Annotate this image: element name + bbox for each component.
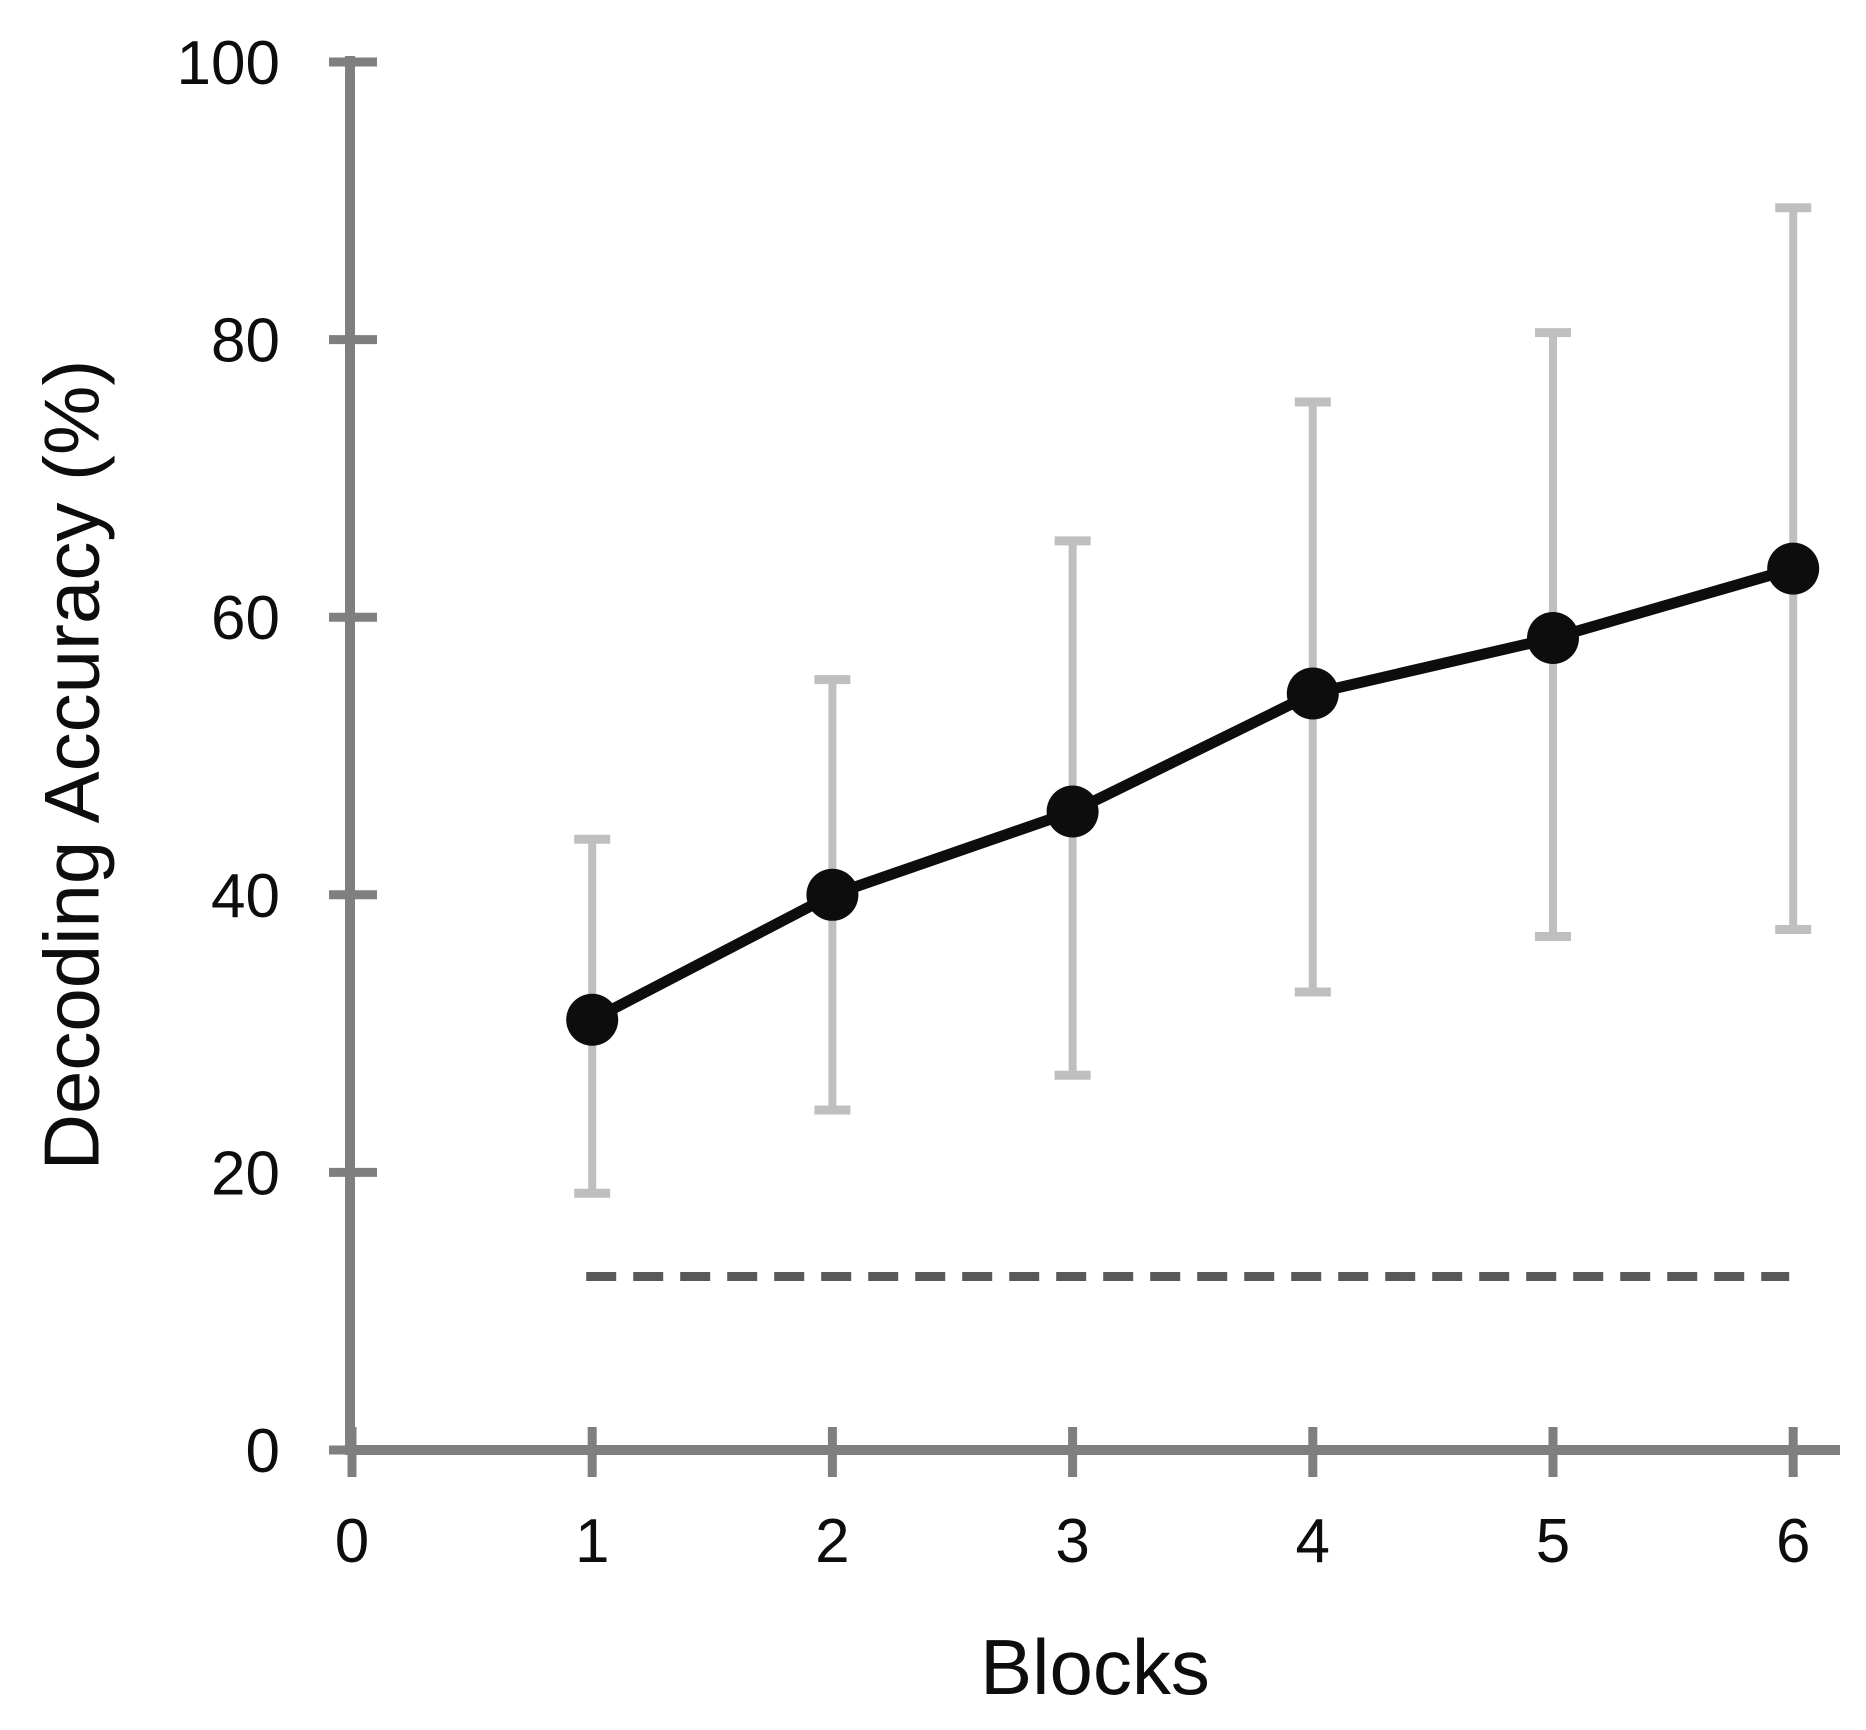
- x-tick-label: 1: [575, 1507, 609, 1576]
- y-tick-label: 40: [211, 862, 280, 931]
- data-point: [566, 993, 619, 1046]
- x-tick-label: 3: [1055, 1507, 1089, 1576]
- y-tick-label: 20: [211, 1139, 280, 1208]
- data-point: [1046, 785, 1099, 838]
- y-tick-label: 80: [211, 307, 280, 376]
- y-axis-title: Decoding Accuracy (%): [27, 359, 116, 1171]
- x-tick-label: 2: [815, 1507, 849, 1576]
- data-point: [1767, 542, 1820, 595]
- x-axis-title: Blocks: [980, 1623, 1210, 1711]
- y-tick-label: 60: [211, 584, 280, 653]
- x-tick-label: 0: [335, 1507, 369, 1576]
- x-tick-label: 6: [1776, 1507, 1810, 1576]
- data-point: [806, 868, 859, 921]
- y-tick-label: 100: [177, 29, 280, 98]
- x-tick-label: 5: [1536, 1507, 1570, 1576]
- x-tick-label: 4: [1296, 1507, 1330, 1576]
- data-point: [1286, 667, 1339, 720]
- data-point: [1527, 612, 1579, 665]
- y-tick-label: 0: [246, 1417, 280, 1486]
- series-line: [589, 563, 1795, 1025]
